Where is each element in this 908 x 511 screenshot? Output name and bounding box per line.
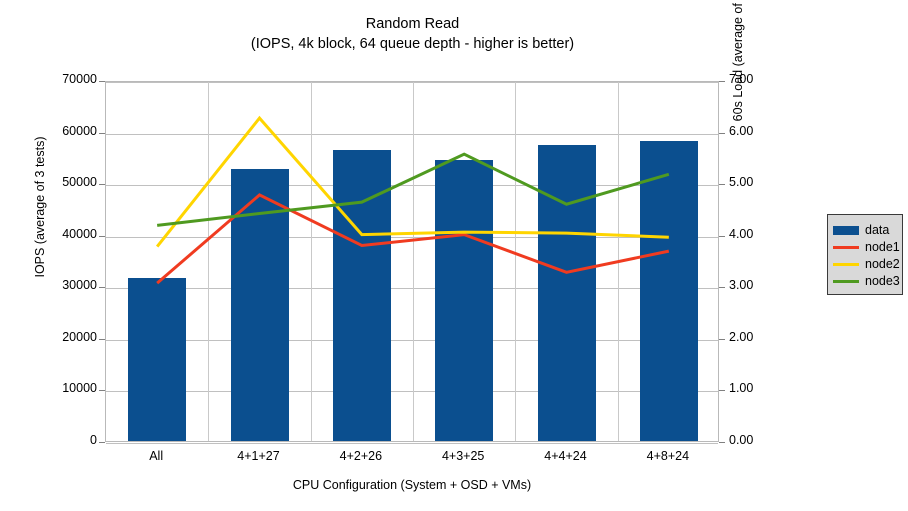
legend-swatch-icon [833, 246, 859, 249]
legend-label: node1 [865, 240, 900, 254]
y-axis-left-tick-label: 20000 [62, 329, 97, 344]
x-axis-tick-label: 4+1+27 [237, 449, 280, 463]
category-separator [208, 82, 209, 441]
grid-line [106, 134, 718, 135]
y-axis-left-tick-mark [99, 390, 105, 392]
plot-area [105, 81, 719, 444]
grid-line [106, 82, 718, 83]
legend-swatch-icon [833, 263, 859, 266]
y-axis-label-left: IOPS (average of 3 tests) [33, 136, 47, 278]
bar [128, 278, 187, 441]
x-axis-tick-label: All [149, 449, 164, 463]
y-axis-left-tick-label: 70000 [62, 72, 97, 86]
x-axis-tick-label: 4+4+24 [544, 449, 587, 463]
y-axis-left-tick-mark [99, 442, 105, 443]
y-axis-left-tick-label: 10000 [62, 381, 97, 396]
legend-item-node2[interactable]: node2 [828, 256, 902, 273]
y-axis-left-tick-mark [99, 81, 105, 82]
y-axis-right-tick-mark [719, 442, 725, 443]
y-axis-right-tick-label: 0.00 [729, 433, 754, 447]
grid-line [106, 391, 718, 392]
y-axis-right-tick-mark [719, 132, 725, 134]
y-axis-right-tick-mark [719, 81, 725, 82]
legend-label: data [865, 223, 890, 237]
bar [639, 141, 698, 441]
x-axis-tick-label: 4+3+25 [441, 449, 485, 463]
grid-line [106, 185, 718, 186]
bar [435, 159, 494, 441]
legend-swatch-icon [833, 226, 859, 235]
grid-line [106, 288, 718, 289]
y-axis-right-tick-mark [719, 184, 725, 186]
grid-line [106, 340, 718, 341]
line-series-node3 [156, 152, 670, 227]
y-axis-right-tick-mark [719, 390, 725, 392]
chart-title-block: Random Read (IOPS, 4k block, 64 queue de… [0, 14, 825, 55]
y-axis-label-right: 60s Load (average of 3 tests) [731, 0, 745, 122]
legend-item-data[interactable]: data [828, 222, 902, 239]
line-series-node2 [155, 115, 669, 248]
legend-label: node2 [865, 257, 900, 271]
y-axis-left-tick-label: 50000 [62, 175, 97, 190]
line-series-node1 [156, 193, 670, 285]
y-axis-right-tick-label: 3.00 [729, 278, 754, 293]
x-axis-tick-label: 4+8+24 [646, 449, 690, 463]
y-axis-right-tick-mark [719, 287, 725, 289]
y-axis-right-tick-label: 1.00 [729, 381, 754, 396]
legend-label: node3 [865, 274, 900, 288]
y-axis-right-tick-label: 2.00 [729, 329, 754, 344]
y-axis-right-tick-label: 7.00 [729, 72, 754, 86]
line-series-group [155, 115, 670, 285]
y-axis-left-tick-mark [99, 184, 105, 186]
y-axis-right-tick-label: 4.00 [729, 226, 754, 241]
y-axis-left-tick-mark [99, 338, 105, 340]
chart-subtitle: (IOPS, 4k block, 64 queue depth - higher… [250, 36, 575, 52]
y-axis-left-tick-label: 0 [90, 433, 97, 447]
y-axis-right-tick-mark [719, 338, 725, 340]
y-axis-right-tick-mark [719, 235, 725, 237]
category-separator [413, 82, 414, 441]
bar [332, 149, 391, 441]
y-axis-right-tick-label: 6.00 [729, 123, 754, 138]
category-separator [515, 82, 516, 441]
legend-item-node3[interactable]: node3 [828, 273, 902, 290]
chart-title: Random Read [365, 16, 460, 32]
y-axis-left-tick-mark [99, 287, 105, 289]
x-axis-tick-label: 4+2+26 [339, 449, 383, 463]
grid-line [106, 237, 718, 238]
legend-swatch-icon [833, 280, 859, 283]
legend-item-node1[interactable]: node1 [828, 239, 902, 256]
y-axis-left-tick-label: 60000 [62, 123, 97, 138]
grid-line [106, 443, 718, 444]
y-axis-left-tick-label: 40000 [62, 226, 97, 241]
x-axis-label: CPU Configuration (System + OSD + VMs) [292, 478, 532, 492]
y-axis-left-tick-mark [99, 132, 105, 134]
y-axis-left-tick-mark [99, 235, 105, 237]
chart-legend: data node1 node2 node3 [827, 214, 903, 295]
y-axis-left-tick-label: 30000 [62, 278, 97, 293]
category-separator [311, 82, 312, 441]
y-axis-right-tick-label: 5.00 [729, 175, 754, 190]
